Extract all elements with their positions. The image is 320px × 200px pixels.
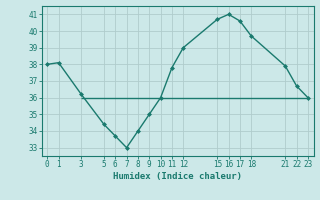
X-axis label: Humidex (Indice chaleur): Humidex (Indice chaleur) xyxy=(113,172,242,181)
